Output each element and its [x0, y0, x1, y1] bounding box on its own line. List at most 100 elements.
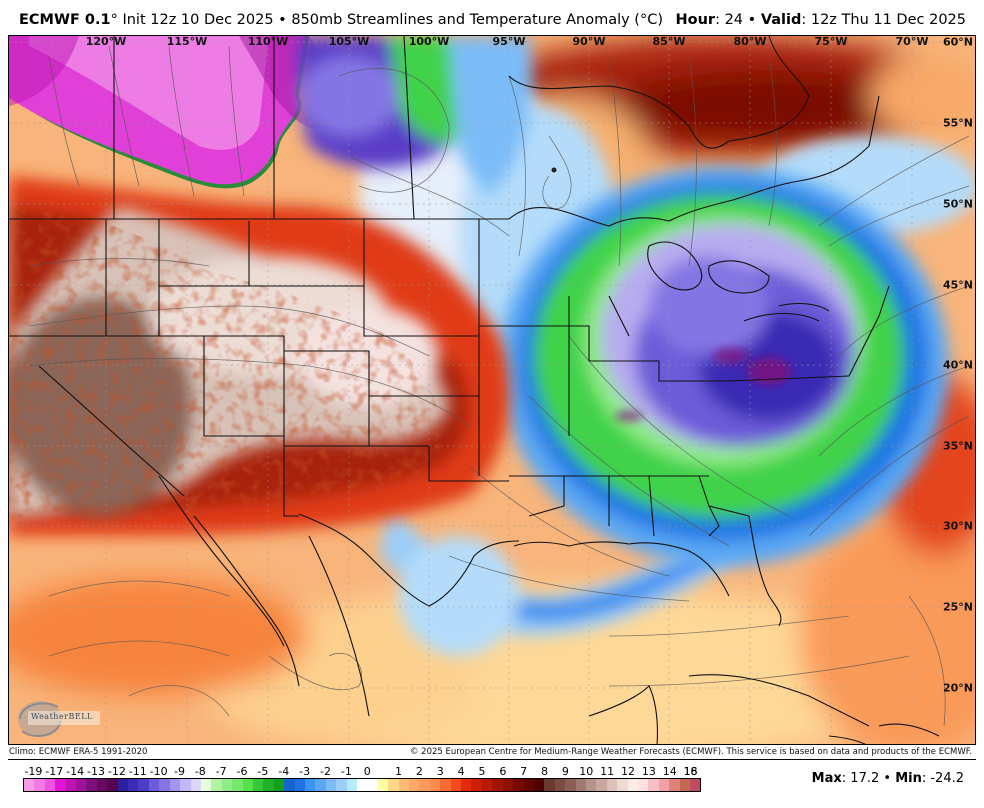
colorbar-swatch [575, 779, 586, 791]
colorbar-swatch [336, 779, 347, 791]
colorbar-swatch [221, 779, 233, 791]
colorbar-swatch [513, 779, 524, 791]
lon-label: 85°W [652, 35, 686, 48]
model-name: ECMWF 0.1 [19, 12, 111, 28]
colorbar-swatch [471, 779, 482, 791]
logo-text: WeatherBELL [31, 712, 93, 721]
colorbar-swatch [128, 779, 139, 791]
colorbar-swatch [34, 779, 45, 791]
colorbar-swatch [409, 779, 420, 791]
colorbar-swatch [232, 779, 243, 791]
lon-label: 100°W [408, 35, 450, 48]
colorbar-swatch [273, 779, 285, 791]
colorbar-tick-label: 3 [436, 765, 444, 778]
colorbar-swatch [440, 779, 451, 791]
canadian-prairie-cold-core [9, 36, 333, 189]
colorbar-swatch [65, 779, 77, 791]
lon-label: 120°W [85, 35, 127, 48]
northern-plains-cold [297, 36, 533, 196]
colorbar-tick-label: -3 [299, 765, 311, 778]
colorbar-swatch [627, 779, 638, 791]
colorbar-swatch [419, 779, 430, 791]
colorbar-swatch [107, 779, 118, 791]
colorbar-tick-label: -13 [87, 765, 105, 778]
lon-label: 80°W [733, 35, 767, 48]
valid-time-title: Hour: 24 • Valid: 12z Thu 11 Dec 2025 [676, 12, 967, 28]
model-degree: ° [110, 12, 118, 28]
colorbar-tick-label: 4 [457, 765, 465, 778]
colorbar-tick-label: -17 [45, 765, 64, 778]
colorbar-swatch [658, 779, 670, 791]
colorbar-tick-label: 5 [478, 765, 486, 778]
colorbar-tick-label: 7 [520, 765, 528, 778]
colorbar-swatch [138, 779, 149, 791]
footer-divider [8, 759, 976, 760]
valid-label: Valid [760, 12, 802, 28]
climatology-note: Climo: ECMWF ERA-5 1991-2020 [9, 747, 148, 757]
colorbar-swatch [637, 779, 649, 791]
low-pressure-center-icon [551, 167, 557, 173]
colorbar-swatch [96, 779, 108, 791]
colorbar-swatch [461, 779, 472, 791]
eastern-cold-pool [499, 166, 949, 566]
colorbar-swatch [544, 779, 555, 791]
colorbar-tick-label: -9 [173, 765, 185, 778]
lat-label: 40°N [942, 358, 973, 372]
colorbar-swatch [159, 779, 170, 791]
hour-label: Hour [675, 12, 716, 28]
colorbar-tick-label: -14 [66, 765, 85, 778]
colorbar-swatch [200, 779, 212, 791]
temperature-anomaly-map: 120°W 115°W 110°W 105°W 100°W 95°W 90°W … [8, 35, 976, 745]
colorbar-tick-label: -2 [320, 765, 331, 778]
graticule [9, 36, 975, 744]
max-value: : 17.2 [841, 771, 884, 786]
hour-value: : 24 [715, 12, 748, 28]
colorbar-tick-label: 14 [662, 765, 677, 778]
init-time: Init 12z 10 Dec 2025 [122, 12, 274, 28]
colorbar-swatch [648, 779, 659, 791]
title-separator: • [278, 12, 287, 28]
colorbar-swatch [367, 779, 378, 791]
lat-label: 20°N [942, 681, 973, 695]
colorbar-swatch [242, 779, 253, 791]
lat-label: 55°N [942, 116, 973, 130]
max-min-summary: Max: 17.2 • Min: -24.2 [812, 771, 964, 786]
lat-label: 60°N [942, 35, 973, 49]
colorbar-swatch [690, 779, 701, 791]
colorbar-tick-label: 1 [395, 765, 402, 778]
colorbar-swatch [76, 779, 87, 791]
colorbar-swatch [450, 779, 462, 791]
colorbar-swatch [86, 779, 97, 791]
colorbar-swatch [596, 779, 607, 791]
lat-label: 35°N [942, 439, 973, 453]
valid-separator: • [747, 12, 757, 28]
colorbar-swatch [429, 779, 441, 791]
colorbar-tick-label: 12 [620, 765, 635, 778]
colorbar-tick-label: 6 [499, 765, 507, 778]
colorbar-swatch [55, 779, 66, 791]
product-name: 850mb Streamlines and Temperature Anomal… [291, 12, 663, 28]
colorbar-swatch [346, 779, 357, 791]
colorbar-swatch [148, 779, 160, 791]
colorbar-swatch [606, 779, 618, 791]
cold-pool-core [615, 348, 791, 422]
colorbar-swatch [388, 779, 399, 791]
colorbar-tick-label: 9 [561, 765, 569, 778]
colorbar-swatch [304, 779, 316, 791]
colorbar-tick-label: 16 [683, 765, 698, 778]
colorbar-swatch [357, 779, 368, 791]
colorbar-swatch [315, 779, 326, 791]
colorbar-tick-label: -19 [24, 765, 43, 778]
colorbar-swatch [44, 779, 56, 791]
colorbar-swatch [617, 779, 628, 791]
colorbar-tick-label: -7 [215, 765, 227, 778]
colorbar-tick-label: 18 [683, 765, 698, 778]
colorbar-tick-label: -8 [194, 765, 206, 778]
colorbar-tick-label: 0 [363, 765, 371, 778]
colorbar-tick-label: 13 [641, 765, 656, 778]
weatherbell-logo: WeatherBELL [14, 697, 102, 741]
colorbar-tick-label: -1 [340, 765, 352, 778]
colorbar-swatch [481, 779, 493, 791]
chart-title: ECMWF 0.1° Init 12z 10 Dec 2025 • 850mb … [19, 12, 663, 28]
colorbar-tick-label: -11 [128, 765, 147, 778]
